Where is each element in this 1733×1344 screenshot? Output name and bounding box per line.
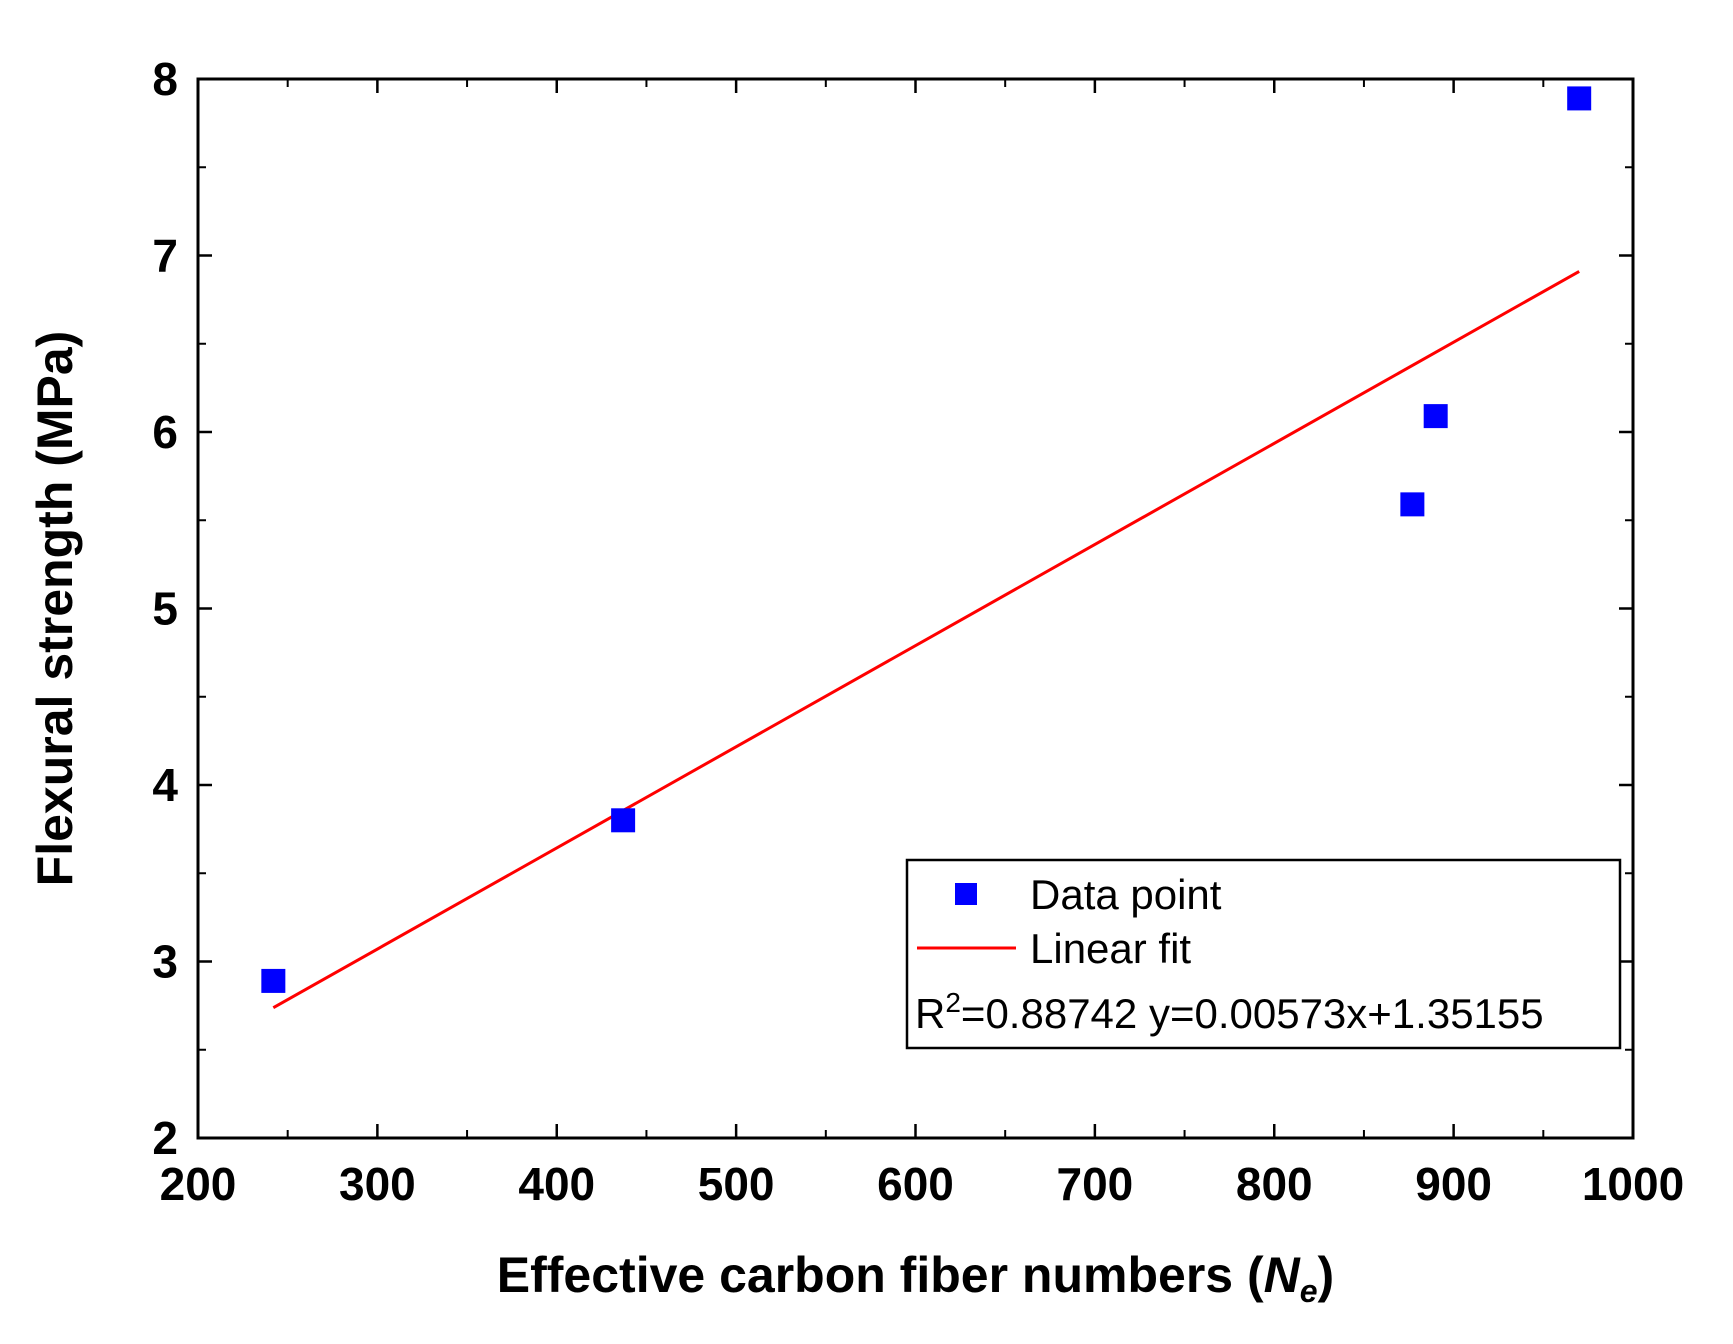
x-tick-label: 900	[1415, 1158, 1492, 1210]
y-axis-title: Flexural strength (MPa)	[27, 331, 83, 887]
linear-fit-line	[272, 270, 1580, 1010]
data-point	[1400, 492, 1425, 517]
x-tick-label: 700	[1057, 1158, 1134, 1210]
legend-fit-equation: R2=0.88742 y=0.00573x+1.35155	[915, 987, 1544, 1037]
x-tick-label: 600	[877, 1158, 954, 1210]
legend: Data point Linear fit R2=0.88742 y=0.005…	[905, 858, 1622, 1050]
data-point	[1567, 86, 1592, 111]
x-tick-label: 1000	[1582, 1158, 1684, 1210]
data-point	[611, 808, 636, 833]
y-tick-label: 3	[152, 936, 178, 988]
y-tick-label: 7	[152, 230, 178, 282]
y-tick-label: 8	[152, 53, 178, 105]
legend-label-linear-fit: Linear fit	[1030, 925, 1191, 972]
legend-marker-data-point	[955, 883, 977, 905]
data-point	[1423, 404, 1448, 429]
data-point	[261, 968, 286, 993]
x-tick-label: 200	[160, 1158, 237, 1210]
x-tick-label: 500	[698, 1158, 775, 1210]
y-tick-label: 6	[152, 406, 178, 458]
x-axis-title: Effective carbon fiber numbers (Ne)	[497, 1247, 1334, 1309]
y-tick-label: 2	[152, 1112, 178, 1164]
x-tick-label: 300	[339, 1158, 416, 1210]
points-layer	[261, 86, 1592, 993]
x-tick-label: 400	[518, 1158, 595, 1210]
plot-frame	[196, 77, 1635, 1140]
legend-label-data-point: Data point	[1030, 871, 1222, 918]
y-tick-label: 4	[152, 759, 178, 811]
y-tick-label: 5	[152, 583, 178, 635]
x-tick-label: 800	[1236, 1158, 1313, 1210]
tick-labels: 200 300 400 500 600 700 800 900 1000 2 3 4 5 6 7 8	[152, 53, 1684, 1210]
legend-box	[905, 858, 1622, 1050]
fit-line-layer	[272, 270, 1580, 1010]
